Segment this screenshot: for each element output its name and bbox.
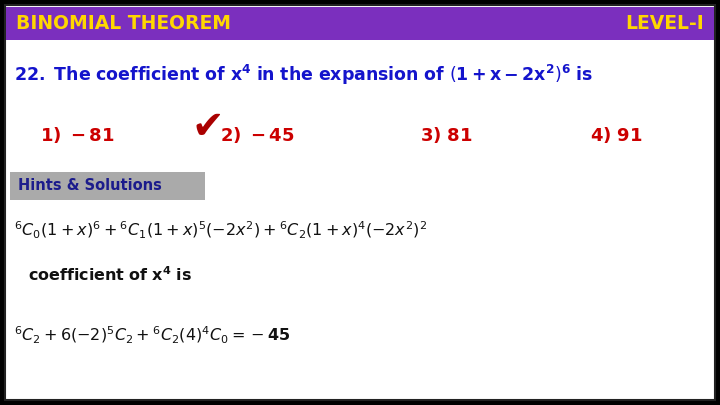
FancyBboxPatch shape [5,5,715,400]
Text: $\bf{22.\ The\ coefficient\ of\ x^4\ in\ the\ expansion\ of\ \left(1+x-2x^2\righ: $\bf{22.\ The\ coefficient\ of\ x^4\ in\… [14,63,593,87]
Text: $\mathbf{2)\ -45}$: $\mathbf{2)\ -45}$ [220,125,294,145]
Text: ✔: ✔ [192,108,225,146]
Text: BINOMIAL THEOREM: BINOMIAL THEOREM [16,14,231,33]
Text: $\mathbf{3)\ 81}$: $\mathbf{3)\ 81}$ [420,125,472,145]
Text: $\mathbf{1)\ -81}$: $\mathbf{1)\ -81}$ [40,125,114,145]
Text: ${}^6C_2 + 6(-2){}^5C_2 + {}^6C_2(4){}^4C_0 = -\mathbf{45}$: ${}^6C_2 + 6(-2){}^5C_2 + {}^6C_2(4){}^4… [14,324,291,345]
FancyBboxPatch shape [6,7,714,40]
Text: ${}^6C_0(1+x)^6 + {}^6C_1(1+x)^5(-2x^2) + {}^6C_2(1+x)^4(-2x^2)^2$: ${}^6C_0(1+x)^6 + {}^6C_1(1+x)^5(-2x^2) … [14,220,427,241]
Text: $\mathbf{coefficient\ of\ x^4\ is}$: $\mathbf{coefficient\ of\ x^4\ is}$ [28,266,192,284]
FancyBboxPatch shape [10,172,205,200]
Text: Hints & Solutions: Hints & Solutions [18,179,162,194]
Text: LEVEL-I: LEVEL-I [625,14,704,33]
Text: $\mathbf{4)\ 91}$: $\mathbf{4)\ 91}$ [590,125,642,145]
